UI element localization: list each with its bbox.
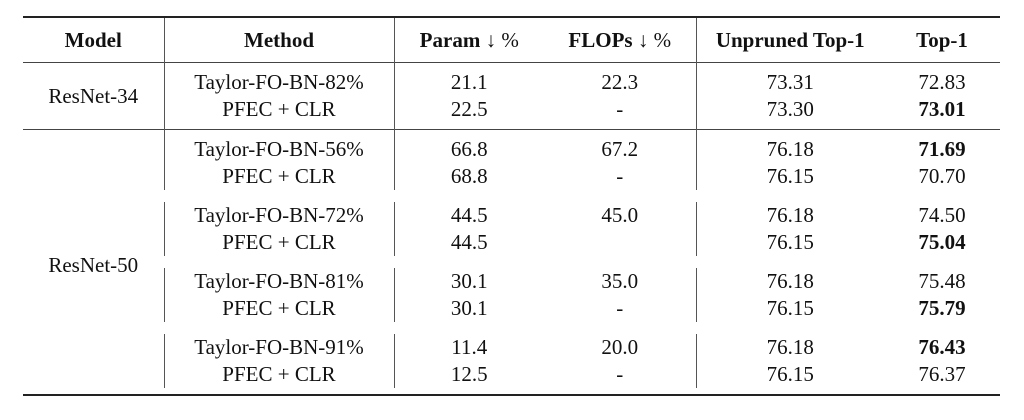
header-param-label: Param — [419, 27, 481, 52]
flops-cell: 45.0 — [601, 203, 639, 227]
header-flops-arrow: ↓ % — [637, 27, 672, 52]
param-cell: 66.8 — [393, 136, 544, 163]
unpruned-cell: 73.30 — [695, 96, 884, 123]
top1-cell: 75.04 — [918, 230, 966, 254]
table-row: Taylor-FO-BN-72% 44.5 45.0 76.18 74.50 — [23, 202, 1000, 229]
header-flops: FLOPs ↓ % — [544, 17, 696, 63]
table-row: ResNet-34 Taylor-FO-BN-82% 21.1 22.3 73.… — [23, 69, 1000, 108]
top1-cell: 72.83 — [918, 70, 966, 94]
top1-cell: 73.01 — [918, 97, 966, 121]
header-model: Model — [64, 27, 122, 52]
table-row: Taylor-FO-BN-91% 11.4 20.0 76.18 76.43 — [23, 334, 1000, 361]
flops-cell: - — [616, 97, 624, 121]
table-row: ResNet-50 Taylor-FO-BN-56% 66.8 67.2 76.… — [23, 136, 1000, 277]
method-cell: PFEC + CLR — [163, 229, 394, 256]
table-row: PFEC + CLR 68.8 - 76.15 70.70 — [23, 163, 1000, 190]
header-top1: Top-1 — [916, 27, 968, 52]
flops-cell — [544, 229, 696, 256]
flops-cell: 22.3 — [601, 70, 639, 94]
table-row: PFEC + CLR 30.1 - 76.15 75.79 — [23, 295, 1000, 322]
results-table-container: Model Method Param ↓ % FLOPs ↓ % Unprune… — [23, 16, 1000, 396]
table-header-row: Model Method Param ↓ % FLOPs ↓ % Unprune… — [23, 17, 1000, 63]
flops-cell: - — [616, 164, 624, 188]
param-cell: 11.4 — [393, 334, 544, 361]
unpruned-cell: 76.15 — [695, 163, 884, 190]
header-unpruned: Unpruned Top-1 — [695, 17, 884, 63]
header-param-arrow: ↓ % — [485, 27, 519, 52]
unpruned-cell: 76.18 — [695, 268, 884, 295]
unpruned-cell: 76.18 — [695, 136, 884, 163]
top1-cell: 71.69 — [918, 137, 966, 161]
top1-cell: 75.79 — [918, 296, 966, 320]
param-cell: 68.8 — [393, 163, 544, 190]
param-cell: 44.5 — [393, 229, 544, 256]
param-cell: 30.1 — [393, 268, 544, 295]
table-row: PFEC + CLR 22.5 - 73.30 73.01 — [23, 96, 1000, 123]
method-cell: PFEC + CLR — [163, 295, 394, 322]
table-row: PFEC + CLR 12.5 - 76.15 76.37 — [23, 361, 1000, 388]
method-cell: PFEC + CLR — [163, 96, 394, 123]
method-cell: Taylor-FO-BN-81% — [163, 268, 394, 295]
unpruned-cell: 76.15 — [695, 295, 884, 322]
method-cell: Taylor-FO-BN-56% — [163, 136, 394, 163]
param-cell: 21.1 — [393, 69, 544, 96]
flops-cell: 35.0 — [601, 269, 639, 293]
table-row: PFEC + CLR 44.5 76.15 75.04 — [23, 229, 1000, 256]
unpruned-cell: 76.15 — [695, 361, 884, 388]
param-cell: 12.5 — [393, 361, 544, 388]
unpruned-cell: 76.18 — [695, 334, 884, 361]
top1-cell: 76.37 — [918, 362, 966, 386]
unpruned-cell: 76.18 — [695, 202, 884, 229]
header-param: Param ↓ % — [393, 17, 544, 63]
top1-cell: 75.48 — [918, 269, 966, 293]
method-cell: Taylor-FO-BN-82% — [163, 69, 394, 96]
model-cell: ResNet-50 — [48, 252, 139, 277]
param-cell: 22.5 — [393, 96, 544, 123]
flops-cell: 20.0 — [601, 335, 639, 359]
param-cell: 44.5 — [393, 202, 544, 229]
flops-cell: - — [616, 362, 624, 386]
unpruned-cell: 73.31 — [695, 69, 884, 96]
results-table: Model Method Param ↓ % FLOPs ↓ % Unprune… — [23, 16, 1000, 396]
top1-cell: 76.43 — [918, 335, 966, 359]
unpruned-cell: 76.15 — [695, 229, 884, 256]
param-cell: 30.1 — [393, 295, 544, 322]
method-cell: PFEC + CLR — [163, 163, 394, 190]
top1-cell: 74.50 — [918, 203, 966, 227]
flops-cell: 67.2 — [601, 137, 639, 161]
method-cell: Taylor-FO-BN-91% — [163, 334, 394, 361]
header-method: Method — [163, 17, 394, 63]
method-cell: PFEC + CLR — [163, 361, 394, 388]
header-flops-label: FLOPs — [568, 27, 633, 52]
flops-cell: - — [616, 296, 624, 320]
method-cell: Taylor-FO-BN-72% — [163, 202, 394, 229]
table-row: Taylor-FO-BN-81% 30.1 35.0 76.18 75.48 — [23, 268, 1000, 295]
top1-cell: 70.70 — [918, 164, 966, 188]
model-cell: ResNet-34 — [48, 83, 139, 108]
